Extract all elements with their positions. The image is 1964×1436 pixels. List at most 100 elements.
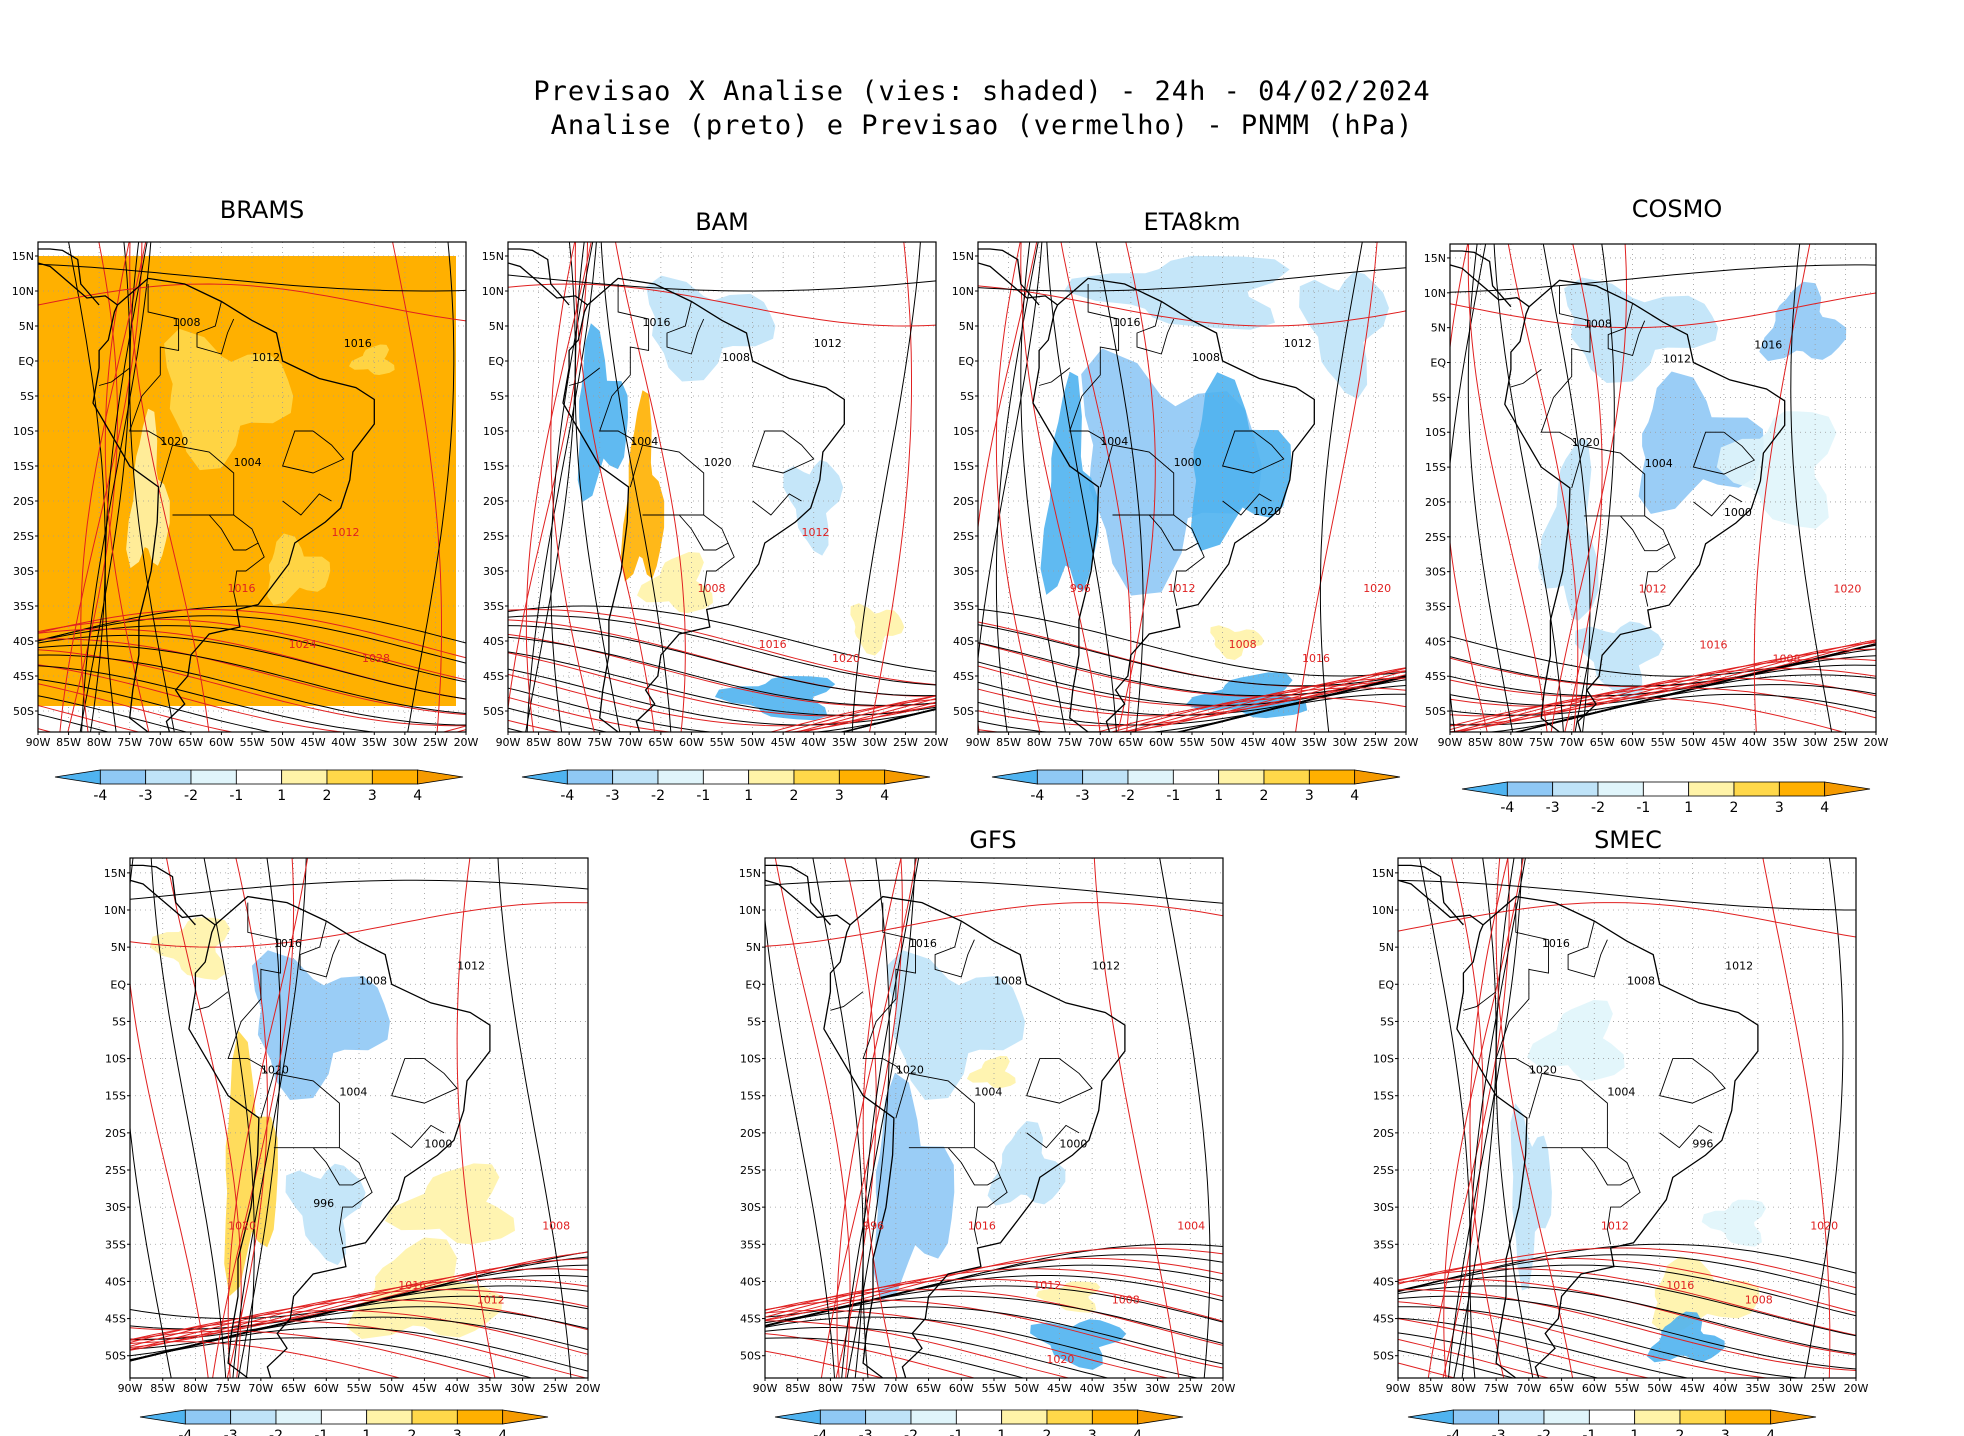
forecast-contour-label: 1008 <box>1229 638 1257 651</box>
lat-tick-label: 10S <box>13 425 34 438</box>
colorbar-label: -2 <box>1591 800 1605 816</box>
colorbar-label: 1 <box>362 1428 371 1436</box>
lon-tick-label: 35W <box>1745 1382 1770 1395</box>
forecast-contour <box>1096 697 1406 732</box>
country-border <box>208 514 259 551</box>
country-border <box>752 493 802 516</box>
lat-tick-label: 30S <box>740 1201 761 1214</box>
lon-tick-label: 90W <box>1438 736 1463 749</box>
lat-tick-label: 45S <box>953 670 974 683</box>
lon-tick-label: 40W <box>445 1382 470 1395</box>
lon-tick-label: 70W <box>248 1382 273 1395</box>
forecast-contour-label: 1012 <box>477 1294 505 1307</box>
country-border <box>1026 1058 1093 1104</box>
analysis-contour-label: 1008 <box>1627 974 1655 987</box>
figure-title-line1: Previsao X Analise (vies: shaded) - 24h … <box>533 76 1431 107</box>
lat-tick-label: 5N <box>19 320 34 333</box>
analysis-contour <box>130 858 172 1378</box>
country-border <box>1567 920 1608 978</box>
colorbar-label: -4 <box>1446 1428 1460 1436</box>
forecast-contour <box>508 283 936 327</box>
colorbar-label: -2 <box>269 1428 283 1436</box>
colorbar-label: -4 <box>560 788 574 804</box>
analysis-contour <box>38 654 466 726</box>
colorbar-segment <box>1552 781 1599 797</box>
colorbar-segment <box>1218 769 1265 785</box>
colorbar-label: -3 <box>1076 788 1090 804</box>
lat-tick-label: 50S <box>1425 705 1446 718</box>
bias-shading <box>620 390 665 582</box>
colorbar-segment <box>1679 1409 1726 1425</box>
analysis-contour <box>765 1337 1026 1378</box>
analysis-contour <box>526 242 597 732</box>
analysis-contour <box>1398 1274 1856 1337</box>
lat-tick-label: 10N <box>1372 904 1394 917</box>
lat-tick-label: 40S <box>740 1275 761 1288</box>
colorbar-segment <box>275 1409 322 1425</box>
lon-tick-label: 25W <box>423 736 448 749</box>
country-border <box>1659 1058 1726 1104</box>
analysis-contour-label: 1004 <box>630 435 658 448</box>
lat-tick-label: 5N <box>959 320 974 333</box>
country-border <box>1038 367 1070 386</box>
lat-tick-label: 45S <box>740 1313 761 1326</box>
lon-tick-label: 80W <box>557 736 582 749</box>
country-border <box>141 284 180 397</box>
lat-tick-label: 5N <box>111 941 126 954</box>
forecast-contour <box>1495 858 1574 1378</box>
map-panel-bam: 10161008101210041020101210081016102015N1… <box>482 241 949 804</box>
colorbar-segment <box>1308 769 1356 785</box>
lon-tick-label: 35W <box>477 1382 502 1395</box>
country-border <box>240 902 281 1022</box>
analysis-contour <box>237 858 281 1378</box>
forecast-contour-label: 1020 <box>1046 1353 1074 1366</box>
colorbar-label: 4 <box>1133 1428 1142 1436</box>
colorbar-segment <box>281 769 328 785</box>
forecast-contour <box>130 1309 588 1355</box>
lon-tick-label: 90W <box>1386 1382 1411 1395</box>
forecast-contour <box>1550 244 1628 732</box>
analysis-contour-label: 1020 <box>1253 505 1281 518</box>
lon-tick-label: 40W <box>331 736 356 749</box>
country-border <box>1659 1124 1713 1149</box>
analysis-contour <box>407 242 455 732</box>
country-border <box>98 367 130 386</box>
analysis-contour <box>574 242 621 732</box>
country-border <box>678 514 729 551</box>
analysis-contour-label: 1016 <box>344 337 372 350</box>
lat-tick-label: 35S <box>1425 601 1446 614</box>
forecast-contour <box>130 902 588 948</box>
colorbar-label: 4 <box>1766 1428 1775 1436</box>
forecast-contour <box>1450 687 1876 731</box>
country-border <box>599 395 637 446</box>
analysis-contour-label: 1008 <box>1584 318 1612 331</box>
analysis-contour <box>1398 1306 1804 1378</box>
analysis-contour <box>68 242 106 732</box>
bias-shading <box>1030 1319 1127 1370</box>
coastline <box>978 248 1058 306</box>
lon-tick-label: 60W <box>679 736 704 749</box>
colorbar-label: 3 <box>1775 800 1784 816</box>
country-border <box>1620 515 1670 552</box>
forecast-contour <box>1109 687 1406 732</box>
lon-tick-label: 30W <box>1803 736 1828 749</box>
lon-tick-label: 55W <box>1180 736 1205 749</box>
analysis-contour <box>1574 244 1615 732</box>
analysis-contour-label: 1012 <box>1725 959 1753 972</box>
forecast-contour <box>765 1289 1223 1346</box>
lon-tick-label: 70W <box>618 736 643 749</box>
forecast-contour-label: 1008 <box>1745 1294 1773 1307</box>
country-border <box>1069 395 1107 446</box>
lon-tick-label: 90W <box>966 736 991 749</box>
analysis-contour <box>1804 858 1844 1378</box>
analysis-contour <box>38 644 466 714</box>
colorbar-segment <box>1642 781 1690 797</box>
panel-title: BRAMS <box>219 196 305 224</box>
analysis-contour <box>1398 1285 1856 1355</box>
colorbar-segment <box>190 769 237 785</box>
lat-tick-label: EQ <box>1430 357 1446 370</box>
country-border <box>1508 902 1549 1022</box>
coastline <box>765 864 851 926</box>
bias-shading <box>1210 625 1265 660</box>
coastline <box>1398 864 1484 926</box>
